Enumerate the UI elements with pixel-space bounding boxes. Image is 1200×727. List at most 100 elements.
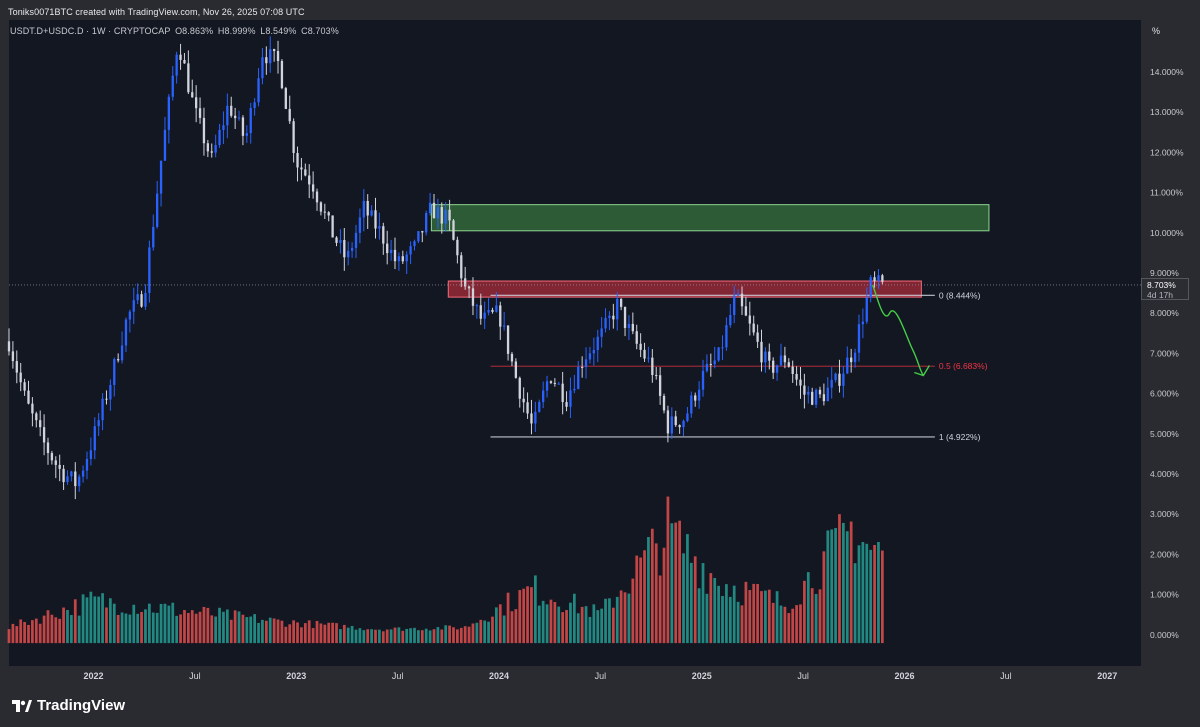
candle-body (382, 226, 385, 244)
candle-body (93, 426, 96, 451)
candle-body (136, 294, 139, 301)
candle-body (124, 319, 128, 346)
candle-body (366, 200, 369, 216)
candle-body (378, 226, 381, 229)
volume-bar (280, 620, 284, 644)
projection-arrow-head (914, 365, 930, 377)
volume-bar (670, 523, 674, 644)
candle-body (218, 129, 221, 146)
candle-body (811, 391, 814, 405)
candle-body (506, 325, 510, 354)
volume-bar (666, 496, 670, 644)
volume-bar (713, 577, 717, 644)
volume-bar (151, 612, 155, 644)
candle-body (619, 298, 623, 307)
candle-body (772, 360, 775, 373)
candle-body (97, 420, 100, 427)
candle-body (191, 92, 194, 98)
volume-bar (732, 585, 736, 644)
tradingview-logo[interactable]: TradingView (12, 697, 125, 714)
candles-layer (7, 36, 884, 500)
candle-body (50, 453, 54, 461)
candle-body (397, 256, 401, 262)
candle-body (608, 315, 611, 318)
candle-body (245, 133, 248, 136)
volume-bar (342, 624, 346, 644)
candle-body (210, 151, 213, 153)
supply-zone[interactable] (430, 204, 990, 232)
volume-bar (229, 619, 233, 644)
candle-body (230, 105, 233, 116)
candle-body (425, 213, 428, 233)
price-scale-unit[interactable]: % (1146, 22, 1180, 40)
candle-body (156, 193, 159, 227)
volume-bar (444, 625, 448, 644)
volume-bar (791, 608, 795, 644)
volume-bar (300, 627, 303, 644)
volume-bar (728, 596, 732, 644)
candle-body (253, 102, 256, 108)
candle-body (206, 143, 210, 152)
volume-bar (186, 612, 190, 644)
volume-bar (592, 604, 596, 644)
y-tick-label: 13.000% (1150, 107, 1184, 117)
volume-bar (424, 628, 428, 644)
volume-bar (409, 628, 412, 644)
zones-layer: 0 (8.444%) 0.5 (6.683%) 1 (4.922%) (430, 204, 990, 442)
volume-bar (420, 630, 424, 644)
volume-bar (183, 610, 186, 644)
ohlc-open: O8.863% (175, 26, 214, 36)
volume-bar (881, 550, 884, 644)
candle-body (842, 373, 845, 386)
volume-bar (701, 563, 705, 644)
volume-bar (116, 614, 120, 644)
last-price-value: 8.703% (1147, 280, 1176, 290)
candle-body (15, 361, 18, 373)
x-tick-label: 2026 (894, 671, 914, 681)
volume-bar (190, 610, 194, 644)
candle-body (580, 366, 584, 368)
volume-tick-label: 0.000% (1150, 630, 1179, 640)
volume-bar (822, 551, 826, 644)
candle-body (729, 314, 732, 326)
resistance-zone[interactable] (447, 280, 922, 298)
candle-body (503, 325, 506, 327)
volume-bar (658, 575, 662, 644)
volume-bar (105, 607, 108, 644)
volume-bar (109, 598, 112, 644)
candle-body (658, 375, 662, 396)
projection-arrow[interactable] (872, 284, 924, 376)
candle-body (592, 350, 596, 354)
candle-body (417, 231, 420, 242)
x-tick-label: Jul (392, 671, 404, 681)
candle-body (440, 207, 443, 224)
volume-bar (459, 627, 463, 644)
volume-bar (241, 614, 245, 644)
volume-bar (194, 613, 198, 644)
candle-body (413, 241, 416, 247)
y-tick-label: 12.000% (1150, 147, 1184, 157)
volume-bar (237, 611, 241, 644)
candle-body (514, 361, 518, 378)
candle-body (534, 411, 537, 424)
volume-bar (576, 613, 580, 644)
volume-bar (381, 631, 385, 644)
volume-bar (452, 627, 455, 644)
volume-bar (93, 596, 97, 644)
candle-body (471, 288, 475, 306)
volume-bar (510, 611, 514, 644)
volume-bar (159, 603, 163, 644)
volume-bar (526, 586, 529, 644)
volume-bar (58, 618, 62, 644)
volume-bar (783, 606, 787, 644)
candle-body (713, 360, 716, 365)
y-tick-label: 7.000% (1150, 348, 1179, 358)
symbol-label[interactable]: USDT.D+USDC.D · 1W · CRYPTOCAP (10, 26, 171, 36)
candle-body (643, 349, 646, 359)
volume-bar (136, 613, 140, 644)
candle-body (635, 331, 638, 344)
candle-body (296, 152, 299, 168)
x-tick-label: Jul (1000, 671, 1012, 681)
volume-bar (518, 590, 522, 644)
